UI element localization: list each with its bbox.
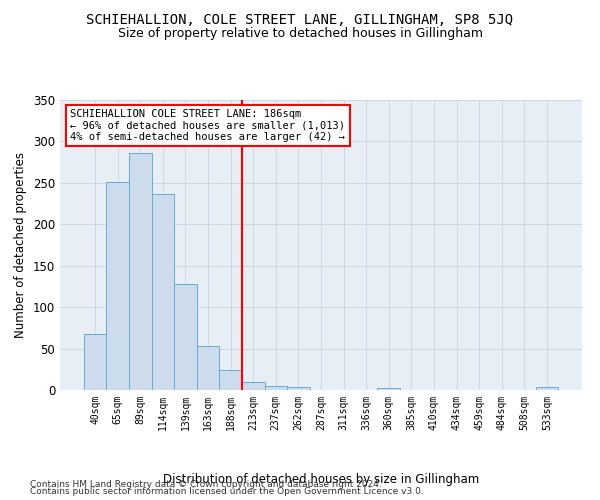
Text: SCHIEHALLION COLE STREET LANE: 186sqm
← 96% of detached houses are smaller (1,01: SCHIEHALLION COLE STREET LANE: 186sqm ← …	[70, 108, 346, 142]
Text: Size of property relative to detached houses in Gillingham: Size of property relative to detached ho…	[118, 28, 482, 40]
Text: Distribution of detached houses by size in Gillingham: Distribution of detached houses by size …	[163, 472, 479, 486]
Bar	[174, 284, 197, 390]
Bar	[536, 386, 558, 390]
Bar	[287, 386, 310, 390]
Bar	[265, 386, 287, 390]
Bar	[84, 334, 106, 390]
Bar	[242, 382, 265, 390]
Bar	[152, 194, 174, 390]
Bar	[197, 346, 220, 390]
Bar	[129, 153, 152, 390]
Bar	[220, 370, 242, 390]
Text: Contains HM Land Registry data © Crown copyright and database right 2024.: Contains HM Land Registry data © Crown c…	[30, 480, 382, 489]
Y-axis label: Number of detached properties: Number of detached properties	[14, 152, 28, 338]
Text: Contains public sector information licensed under the Open Government Licence v3: Contains public sector information licen…	[30, 487, 424, 496]
Bar	[106, 182, 129, 390]
Text: SCHIEHALLION, COLE STREET LANE, GILLINGHAM, SP8 5JQ: SCHIEHALLION, COLE STREET LANE, GILLINGH…	[86, 12, 514, 26]
Bar	[377, 388, 400, 390]
